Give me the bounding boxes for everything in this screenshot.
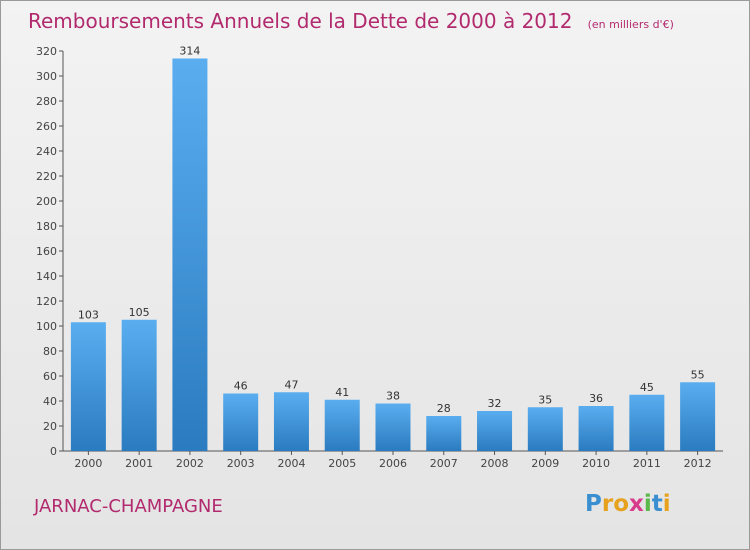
data-label: 55 — [691, 368, 705, 381]
data-label: 314 — [179, 45, 200, 58]
data-label: 36 — [589, 392, 603, 405]
y-tick-label: 40 — [43, 395, 57, 408]
bar — [527, 407, 563, 451]
y-tick-label: 280 — [36, 95, 57, 108]
data-label: 38 — [386, 390, 400, 403]
x-tick-label: 2012 — [684, 457, 712, 470]
x-tick-label: 2009 — [531, 457, 559, 470]
bar — [273, 392, 309, 451]
logo-letter: o — [613, 491, 630, 517]
x-tick-label: 2007 — [430, 457, 458, 470]
data-label: 35 — [538, 393, 552, 406]
bar — [70, 322, 106, 451]
y-tick-label: 180 — [36, 220, 57, 233]
logo-letter: i — [662, 491, 671, 517]
data-label: 28 — [437, 402, 451, 415]
data-label: 45 — [640, 381, 654, 394]
y-tick-label: 80 — [43, 345, 57, 358]
x-tick-label: 2001 — [125, 457, 153, 470]
x-tick-label: 2011 — [633, 457, 661, 470]
data-label: 105 — [129, 306, 150, 319]
x-tick-label: 2002 — [176, 457, 204, 470]
y-tick-label: 220 — [36, 170, 57, 183]
bar — [680, 382, 716, 451]
proxiti-logo: Proxiti — [585, 491, 671, 517]
y-tick-label: 100 — [36, 320, 57, 333]
data-label: 46 — [234, 380, 248, 393]
y-tick-label: 240 — [36, 145, 57, 158]
logo-letter: i — [643, 491, 652, 517]
bar — [375, 403, 411, 451]
y-axis: 0 20 40 60 80 100 120 140 160 180 200 220 240 260 280 3… — [36, 45, 64, 458]
y-tick-label: 60 — [43, 370, 57, 383]
bar — [578, 406, 614, 451]
y-tick-label: 320 — [36, 45, 57, 58]
bar — [223, 393, 259, 451]
bar — [121, 319, 157, 451]
bars: 103 105 314 46 47 41 38 28 32 35 36 45 55 — [70, 45, 716, 451]
bar — [172, 58, 208, 451]
y-tick-label: 160 — [36, 245, 57, 258]
x-axis: 2000 2001 2002 2003 2004 2005 2006 2007 2008 2009… — [63, 450, 723, 470]
x-tick-label: 2003 — [227, 457, 255, 470]
data-label: 41 — [335, 386, 349, 399]
bar — [324, 399, 360, 451]
x-tick-label: 2008 — [481, 457, 509, 470]
y-tick-label: 20 — [43, 420, 57, 433]
y-tick-label: 140 — [36, 270, 57, 283]
logo-letter: r — [601, 491, 614, 517]
chart-title: Remboursements Annuels de la Dette de 20… — [28, 9, 573, 33]
data-label: 103 — [78, 308, 99, 321]
y-tick-label: 120 — [36, 295, 57, 308]
logo-letter: x — [629, 491, 644, 517]
x-tick-label: 2004 — [277, 457, 305, 470]
logo-letter: P — [585, 491, 602, 517]
x-tick-label: 2005 — [328, 457, 356, 470]
title-row: Remboursements Annuels de la Dette de 20… — [28, 9, 674, 33]
bar — [477, 411, 513, 451]
chart-unit: (en milliers d'€) — [587, 18, 674, 31]
y-tick-label: 300 — [36, 70, 57, 83]
x-tick-label: 2010 — [582, 457, 610, 470]
y-tick-label: 0 — [50, 445, 57, 458]
bar — [426, 416, 462, 451]
y-tick-label: 200 — [36, 195, 57, 208]
x-tick-label: 2006 — [379, 457, 407, 470]
y-tick-label: 260 — [36, 120, 57, 133]
bar — [629, 394, 665, 451]
data-label: 47 — [284, 378, 298, 391]
logo-letter: t — [651, 491, 663, 517]
data-label: 32 — [488, 397, 502, 410]
x-tick-label: 2000 — [74, 457, 102, 470]
commune-name: JARNAC-CHAMPAGNE — [34, 496, 223, 517]
